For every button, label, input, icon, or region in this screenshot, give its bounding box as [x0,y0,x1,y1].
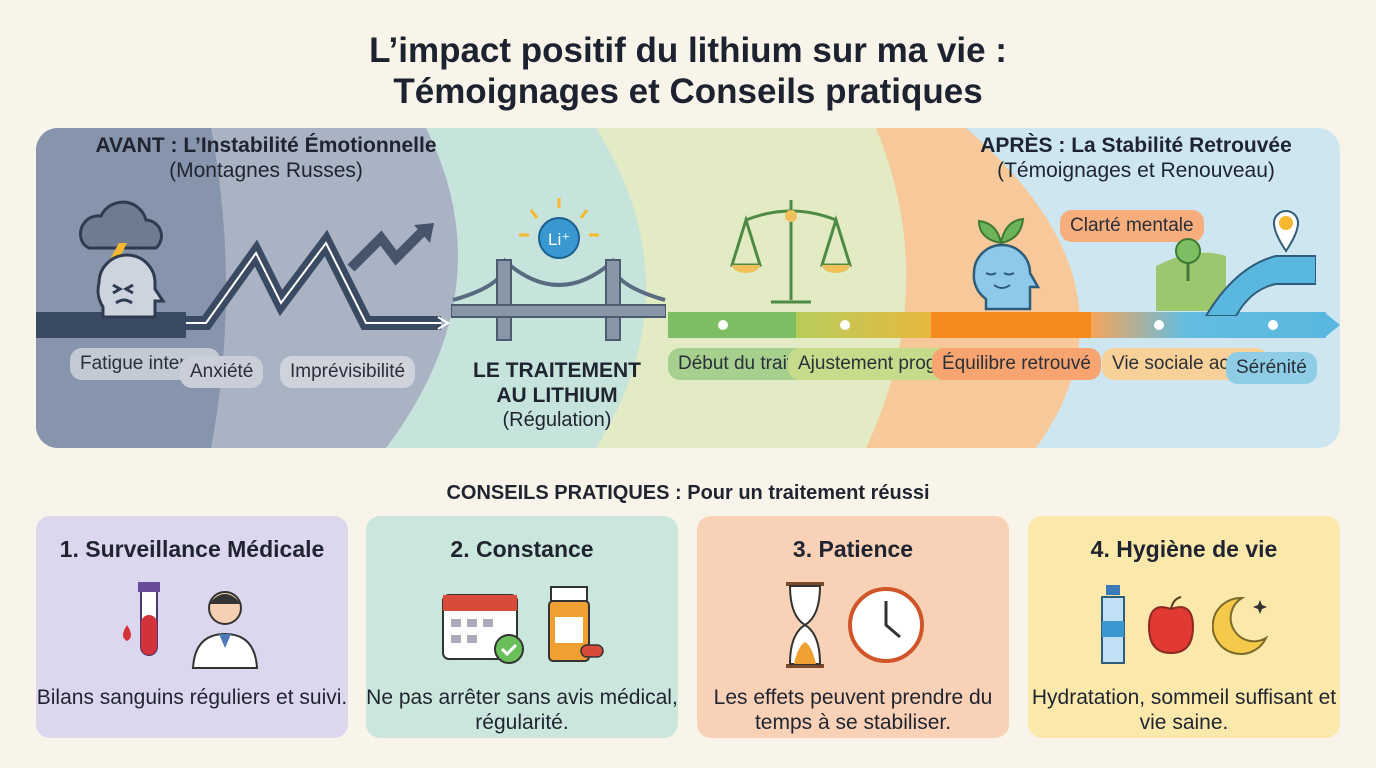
label-mental-clarity: Clarté mentale [1060,210,1204,242]
timeline-dot [840,320,850,330]
arrow-head-icon [1324,312,1340,338]
lithium-badge-text: Li⁺ [548,230,570,249]
tip-card-patience: 3. Patience Les effets peuvent prendre d… [697,516,1009,738]
tips-heading: CONSEILS PRATIQUES : Pour un traitement … [446,482,930,504]
moon-stars-icon [1212,596,1269,655]
tip-card-consistency: 2. Constance Ne pas arrêter sans avis mé… [366,516,678,738]
timeline-equilibrium [931,312,1091,338]
timeline-dot [1268,320,1278,330]
timeline-start [668,312,796,338]
timeline-banner: AVANT : L’Instabilité Émotionnelle (Mont… [36,128,1340,448]
doctor-icon [191,591,259,669]
hourglass-icon [786,582,824,668]
stressed-head-storm-icon [79,200,166,319]
pill-bottle-icon [548,585,604,662]
balance-scale-icon [729,200,853,304]
blood-tube-icon [123,582,160,656]
bridge-lithium-icon: Li⁺ [451,198,666,341]
tip-card-medical: 1. Surveillance Médicale Bilans sanguins… [36,516,348,738]
road-landscape-icon [1156,209,1316,316]
label-balance-restored: Équilibre retrouvé [932,348,1101,380]
timeline-serenity [1091,312,1326,338]
label-anxiety: Anxiété [180,356,264,388]
label-unpredictability: Imprévisibilité [280,356,416,388]
calm-head-sprout-icon [972,217,1041,311]
treatment-label: LE TRAITEMENT AU LITHIUM (Régulation) [473,359,641,431]
before-header: AVANT : L’Instabilité Émotionnelle (Mont… [95,134,437,182]
emotional-rollercoaster-zigzag-icon [176,223,450,330]
water-bottle-icon [1101,584,1125,664]
timeline-dot [1154,320,1164,330]
tip-card-lifestyle: 4. Hygiène de vie Hydratation, sommeil s… [1028,516,1340,738]
timeline-dot [718,320,728,330]
page-title: L’impact positif du lithium sur ma vie :… [369,31,1007,111]
after-header: APRÈS : La Stabilité Retrouvée (Témoigna… [980,134,1292,182]
calendar-check-icon [442,593,524,664]
clock-icon [848,587,924,663]
apple-icon [1147,596,1195,655]
label-serenity: Sérénité [1226,352,1317,384]
timeline-adjust [796,312,931,338]
